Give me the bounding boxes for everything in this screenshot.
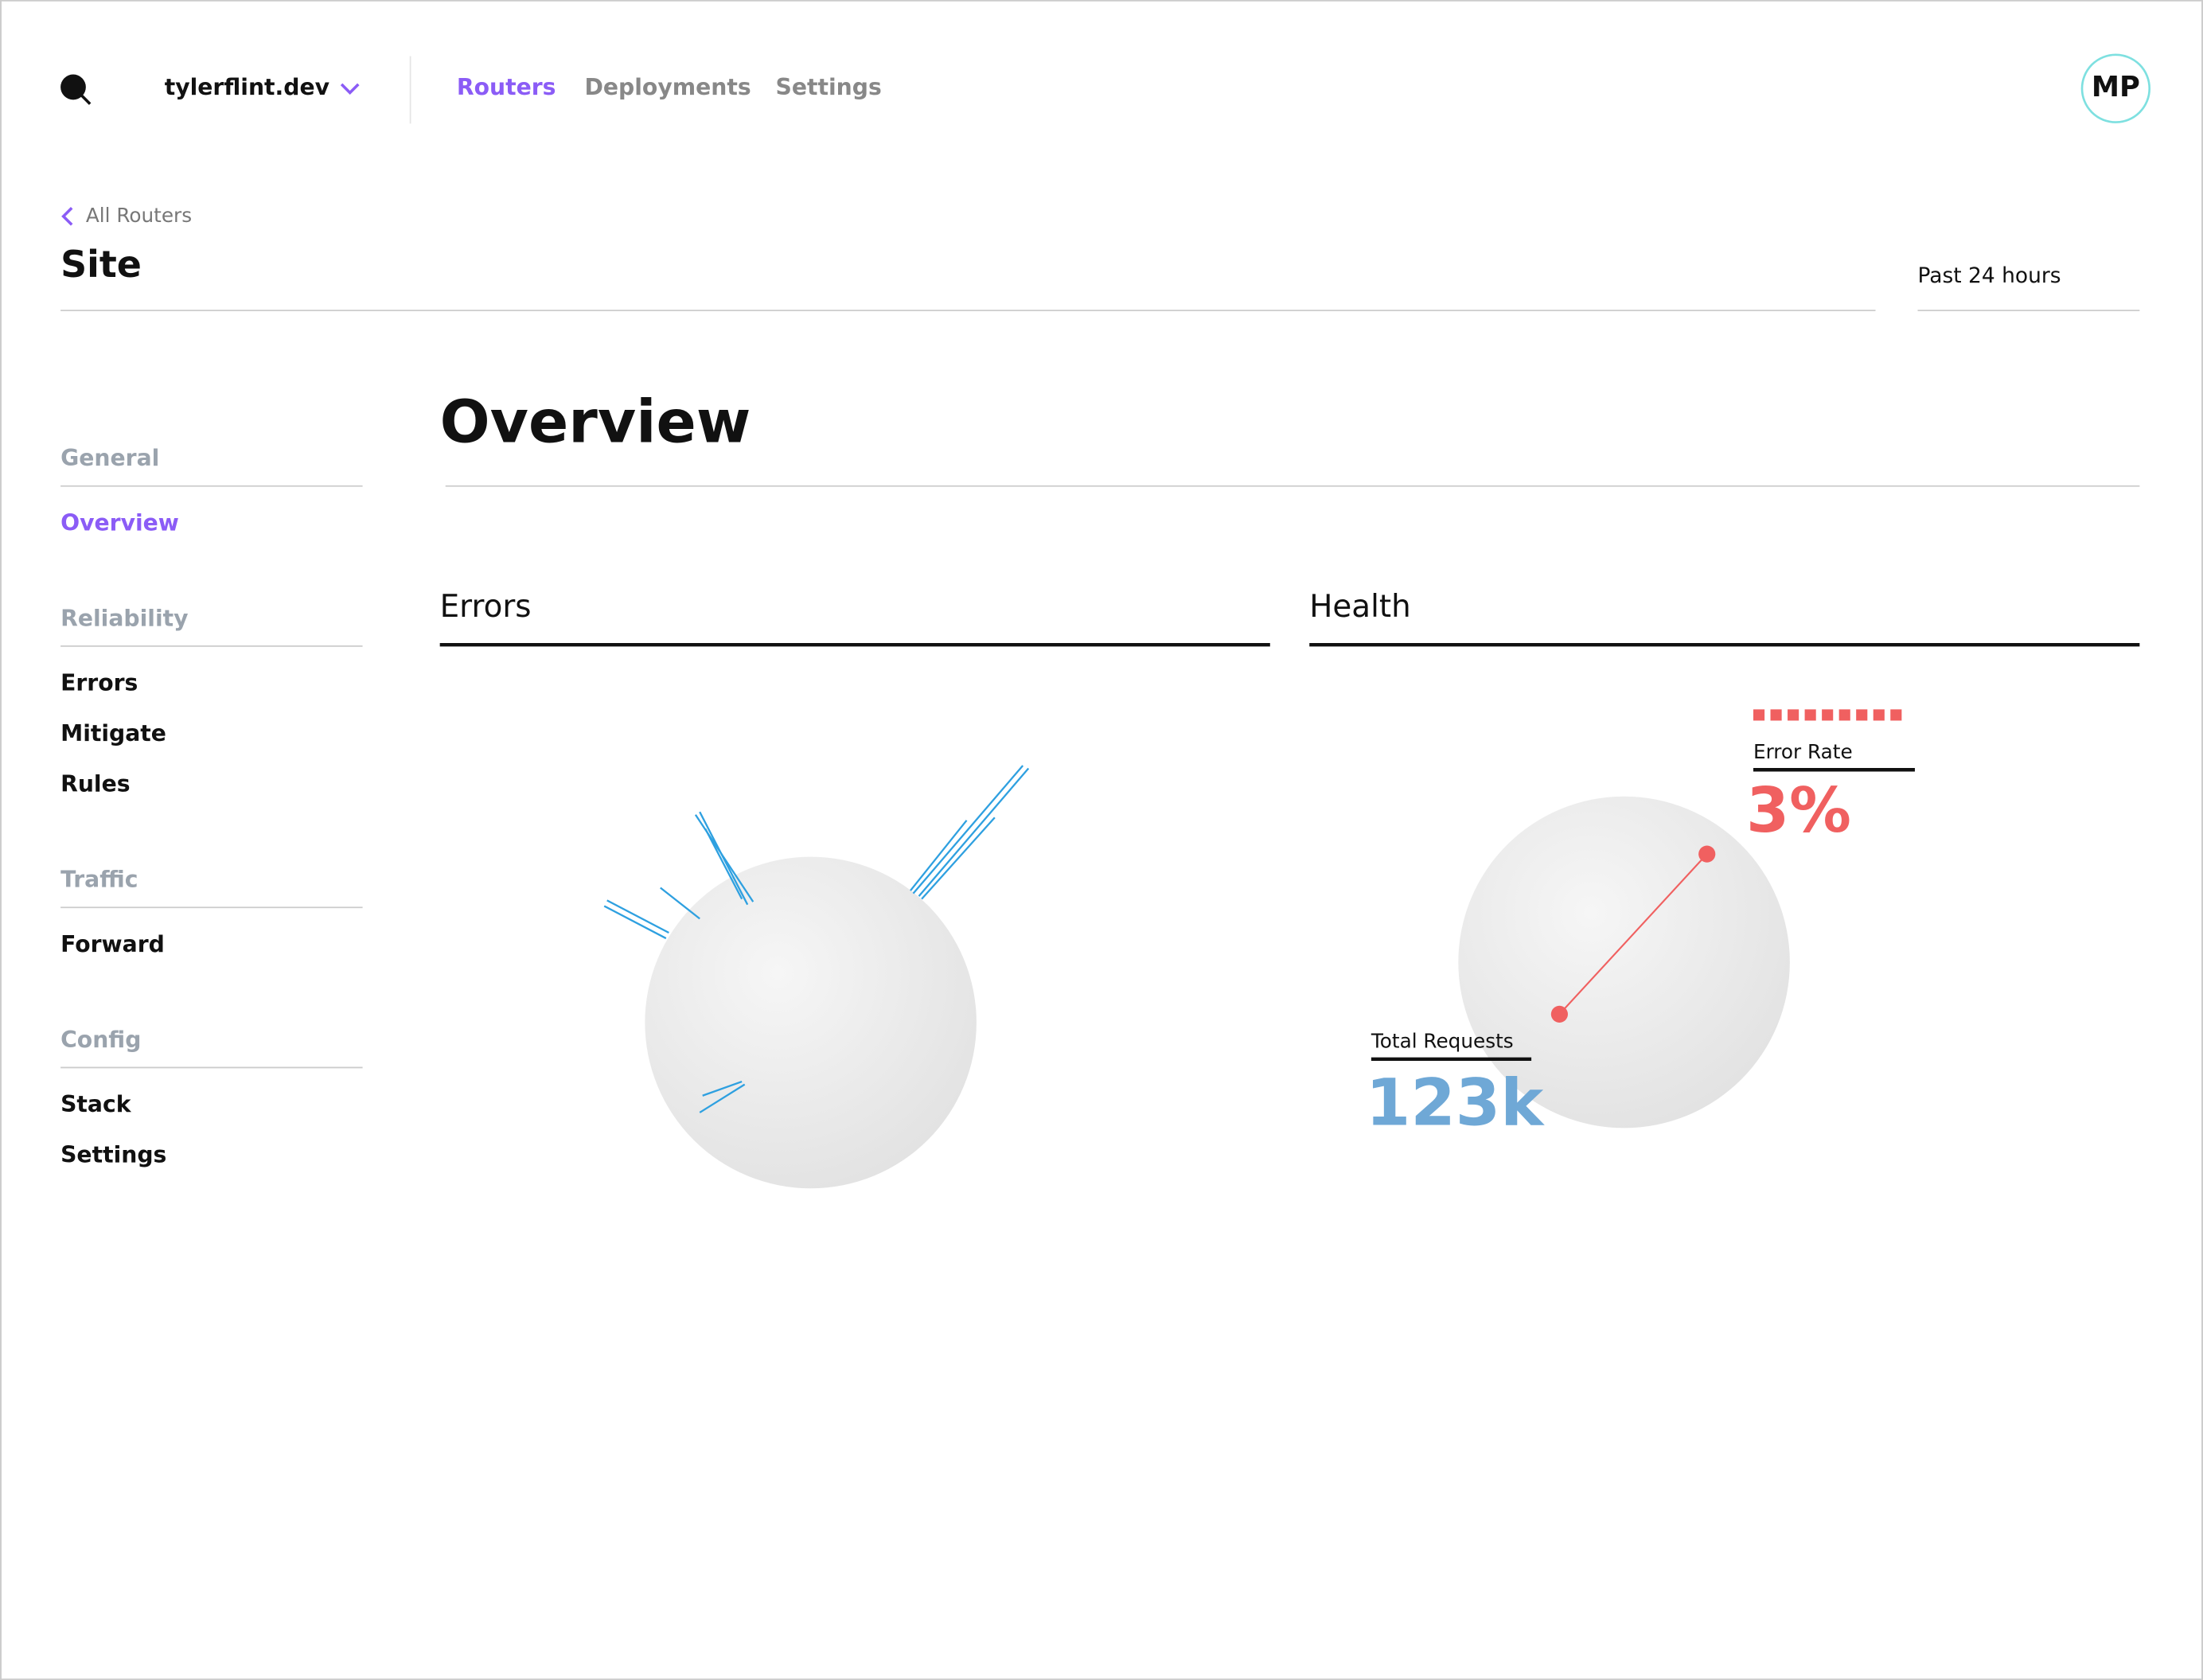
sidebar-link[interactable]: Rules (60, 771, 130, 797)
panel-title: Errors (440, 589, 532, 625)
metric-label: Total Requests (1371, 1030, 1514, 1053)
total-requests: 123k (1366, 1066, 1545, 1140)
error-dots (1753, 709, 1902, 721)
sidebar-heading: Reliability (60, 605, 188, 631)
sidebar-link[interactable]: Stack (60, 1091, 132, 1117)
nav-link[interactable]: Deployments (584, 74, 751, 100)
sidebar-heading: Config (60, 1027, 141, 1053)
sidebar: General Overview Reliability Errors Mitigate… (60, 445, 363, 1168)
error-rate: 3% (1746, 775, 1851, 847)
avatar-initials[interactable]: MP (2092, 71, 2140, 103)
dot (1753, 709, 1765, 721)
workspace-chevron[interactable] (340, 83, 360, 95)
workspace-name[interactable]: tylerflint.dev (165, 74, 329, 100)
nav-link[interactable]: Settings (776, 74, 882, 100)
dot (1788, 709, 1799, 721)
dot (1804, 709, 1816, 721)
sidebar-heading: Traffic (60, 867, 138, 893)
avatar[interactable] (2080, 53, 2151, 123)
panel-title: Health (1309, 589, 1411, 625)
breadcrumb[interactable]: All Routers (86, 204, 192, 227)
metric-label: Error Rate (1753, 740, 1853, 763)
dot (1890, 709, 1902, 721)
section-title: Overview (440, 388, 751, 456)
nav-link[interactable]: Routers (457, 74, 556, 100)
dot (1856, 709, 1868, 721)
sidebar-link[interactable]: Settings (60, 1142, 166, 1168)
errors-globe (603, 765, 1030, 1189)
dot (1822, 709, 1834, 721)
sidebar-heading: General (60, 445, 159, 471)
logo (60, 74, 92, 105)
back-icon[interactable] (61, 206, 73, 226)
dot (1838, 709, 1850, 721)
time-range[interactable]: Past 24 hours (1917, 263, 2061, 288)
sidebar-link[interactable]: Errors (60, 670, 138, 696)
sidebar-link[interactable]: Mitigate (60, 720, 166, 746)
dot (1873, 709, 1885, 721)
sidebar-link[interactable]: Forward (60, 931, 165, 957)
sidebar-link[interactable]: Overview (60, 509, 179, 536)
health-globe (1458, 796, 1790, 1128)
dot (1770, 709, 1782, 721)
page-title: Site (60, 243, 142, 286)
